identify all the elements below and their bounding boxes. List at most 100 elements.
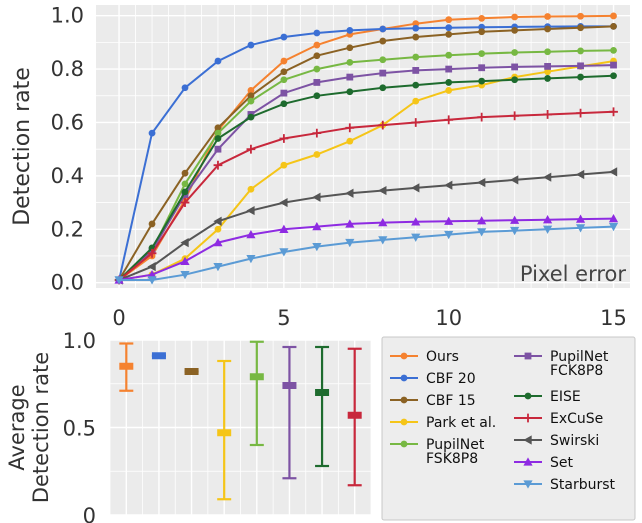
data-point-pupilnet-fsk8p8 bbox=[280, 76, 287, 83]
data-point-cbf-15 bbox=[478, 28, 485, 35]
data-point-pupilnet-fck8p8 bbox=[346, 74, 353, 81]
data-point-pupilnet-fck8p8 bbox=[379, 70, 386, 77]
data-point-pupilnet-fsk8p8 bbox=[412, 54, 419, 61]
data-point-eise bbox=[577, 74, 584, 81]
data-point-ours bbox=[577, 13, 584, 20]
data-point-cbf-15 bbox=[445, 31, 452, 38]
data-point-cbf-15 bbox=[610, 23, 617, 30]
data-point-pupilnet-fck8p8 bbox=[313, 79, 320, 86]
data-point-cbf-15 bbox=[346, 44, 353, 51]
errorbar-mean-marker bbox=[315, 389, 329, 396]
errorbar-mean-marker bbox=[348, 412, 362, 419]
x-tick-label: 5 bbox=[277, 306, 290, 330]
data-point-pupilnet-fsk8p8 bbox=[577, 48, 584, 55]
legend-label: Park et al. bbox=[426, 415, 496, 431]
errorbar-mean-marker bbox=[152, 352, 166, 359]
legend-marker bbox=[401, 397, 408, 404]
data-point-eise bbox=[511, 76, 518, 83]
errorbar-mean-marker bbox=[282, 382, 296, 389]
data-point-eise bbox=[445, 79, 452, 86]
data-point-eise bbox=[412, 82, 419, 89]
errorbar-mean-marker bbox=[185, 368, 199, 375]
x-tick-label: 10 bbox=[435, 306, 462, 330]
data-point-pupilnet-fck8p8 bbox=[412, 67, 419, 74]
data-point-park-et-al bbox=[412, 98, 419, 105]
data-point-park-et-al bbox=[445, 87, 452, 94]
data-point-pupilnet-fsk8p8 bbox=[445, 52, 452, 59]
data-point-ours bbox=[610, 13, 617, 20]
y-tick-label: 0.2 bbox=[51, 217, 84, 241]
data-point-park-et-al bbox=[346, 138, 353, 145]
legend-label: FSK8P8 bbox=[426, 451, 478, 467]
data-point-cbf-15 bbox=[280, 68, 287, 75]
errorbar-mean-marker bbox=[119, 363, 133, 370]
data-point-pupilnet-fck8p8 bbox=[215, 146, 222, 153]
data-point-cbf-15 bbox=[577, 24, 584, 31]
data-point-park-et-al bbox=[215, 226, 222, 233]
x-tick-label: 15 bbox=[600, 306, 627, 330]
data-point-ours bbox=[511, 14, 518, 21]
legend-label: Swirski bbox=[550, 433, 599, 449]
data-point-cbf-20 bbox=[215, 58, 222, 65]
y-axis-label: Detection rate bbox=[10, 67, 35, 226]
legend-marker bbox=[401, 375, 408, 382]
legend-label: Starburst bbox=[550, 477, 616, 493]
data-point-eise bbox=[478, 78, 485, 85]
data-point-cbf-20 bbox=[248, 42, 255, 49]
y-axis-label-line-2: Detection rate bbox=[29, 352, 53, 503]
data-point-pupilnet-fsk8p8 bbox=[313, 66, 320, 73]
y-tick-label: 0.4 bbox=[51, 164, 84, 188]
data-point-cbf-15 bbox=[511, 27, 518, 34]
data-point-cbf-20 bbox=[379, 26, 386, 33]
data-point-eise bbox=[215, 135, 222, 142]
legend-marker bbox=[525, 393, 532, 400]
data-point-ours bbox=[313, 42, 320, 49]
data-point-eise bbox=[610, 72, 617, 79]
y-tick-label: 1.0 bbox=[51, 4, 84, 28]
legend-label: EISE bbox=[550, 389, 581, 405]
y-tick-label: 1.0 bbox=[63, 329, 96, 353]
top-line-chart: 0.0 0.2 0.4 0.6 0.8 1.0 0 5 10 15 Pixel error Detec… bbox=[10, 4, 630, 330]
y-tick-label: 0.5 bbox=[63, 417, 96, 441]
legend-marker bbox=[401, 441, 408, 448]
data-point-eise bbox=[346, 88, 353, 95]
data-point-ours bbox=[478, 15, 485, 22]
data-point-pupilnet-fck8p8 bbox=[544, 63, 551, 70]
legend-label: Set bbox=[550, 455, 574, 471]
data-point-ours bbox=[544, 13, 551, 20]
data-point-eise bbox=[182, 188, 189, 195]
x-tick-label: 0 bbox=[112, 306, 125, 330]
legend-marker bbox=[401, 353, 408, 360]
data-point-park-et-al bbox=[248, 186, 255, 193]
legend-label: ExCuSe bbox=[550, 411, 603, 427]
data-point-ours bbox=[280, 58, 287, 65]
data-point-pupilnet-fsk8p8 bbox=[544, 48, 551, 55]
bottom-errorbar-chart: 00.51.0Average Detection rate bbox=[5, 329, 371, 523]
legend-marker bbox=[525, 353, 532, 360]
data-point-pupilnet-fsk8p8 bbox=[478, 50, 485, 57]
data-point-pupilnet-fck8p8 bbox=[511, 64, 518, 71]
y-tick-label: 0 bbox=[83, 504, 96, 523]
data-point-pupilnet-fck8p8 bbox=[577, 62, 584, 69]
legend-label: FCK8P8 bbox=[550, 363, 603, 379]
data-point-cbf-20 bbox=[280, 34, 287, 41]
data-point-pupilnet-fck8p8 bbox=[478, 64, 485, 71]
data-point-cbf-20 bbox=[445, 24, 452, 31]
data-point-cbf-20 bbox=[182, 84, 189, 91]
errorbar-mean-marker bbox=[250, 373, 264, 380]
data-point-pupilnet-fck8p8 bbox=[280, 90, 287, 97]
legend-label: CBF 15 bbox=[426, 393, 476, 409]
errorbar-mean-marker bbox=[217, 429, 231, 436]
data-point-cbf-20 bbox=[149, 130, 156, 137]
data-point-cbf-20 bbox=[346, 27, 353, 34]
data-point-cbf-20 bbox=[412, 25, 419, 32]
y-tick-label: 0.6 bbox=[51, 110, 84, 134]
data-point-cbf-15 bbox=[149, 221, 156, 228]
y-tick-label: 0.8 bbox=[51, 57, 84, 81]
x-axis-label: Pixel error bbox=[520, 262, 626, 286]
data-point-cbf-15 bbox=[313, 52, 320, 59]
data-point-eise bbox=[280, 100, 287, 107]
data-point-park-et-al bbox=[313, 151, 320, 158]
